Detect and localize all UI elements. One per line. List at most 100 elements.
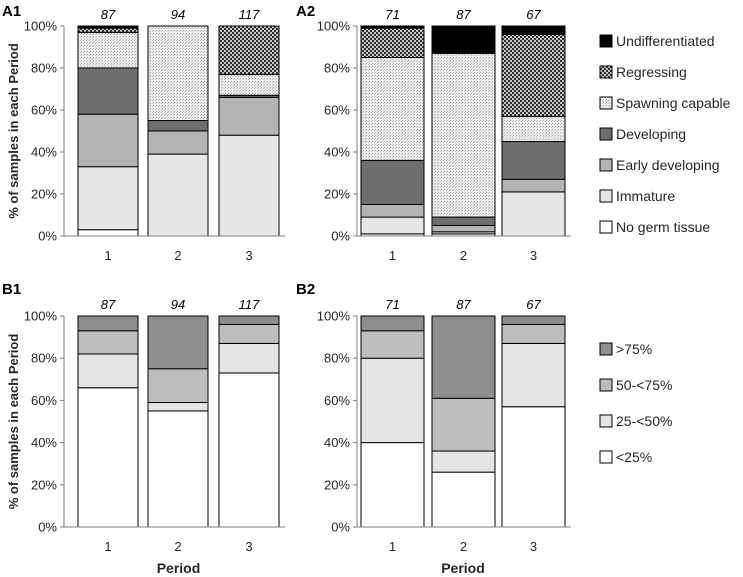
y-tick-label: 100% bbox=[24, 19, 58, 34]
legend-swatch-spawning bbox=[599, 96, 613, 110]
panel-label: B2 bbox=[296, 281, 315, 298]
y-axis-title: % of samples in each Period bbox=[6, 43, 21, 219]
bar-segment-early bbox=[77, 113, 139, 168]
y-tick-label: 80% bbox=[324, 61, 350, 76]
sample-size-label: 71 bbox=[385, 297, 399, 312]
bar-segment-developing bbox=[360, 159, 425, 205]
bar-segment-gt75 bbox=[218, 315, 280, 325]
bar-segment-lt25 bbox=[218, 372, 280, 528]
y-tick-label: 80% bbox=[31, 61, 57, 76]
x-tick-label: 3 bbox=[245, 248, 252, 263]
legend-swatch-p50to75 bbox=[599, 378, 613, 392]
legend-item: Spawning capable bbox=[599, 95, 731, 111]
legend-label: 50-<75% bbox=[616, 377, 672, 393]
x-tick-label: 2 bbox=[460, 248, 467, 263]
x-tick-label: 3 bbox=[245, 539, 252, 554]
bar-segment-p25to50 bbox=[360, 357, 425, 444]
bar-segment-immature bbox=[501, 191, 566, 237]
y-tick-label: 100% bbox=[24, 309, 58, 324]
y-tick-label: 0% bbox=[38, 520, 57, 535]
legend-item: No germ tissue bbox=[599, 219, 710, 235]
legend-label: Undifferentiated bbox=[616, 33, 715, 49]
y-tick-label: 20% bbox=[31, 477, 57, 492]
y-tick-label: 100% bbox=[317, 19, 351, 34]
panel-a1: A1 0% 20% 40% 60% 80% 100%% of samples in each… bbox=[2, 3, 285, 263]
sample-size-label: 71 bbox=[385, 7, 399, 22]
bar-segment-regressing bbox=[501, 33, 566, 117]
bar-segment-early bbox=[360, 204, 425, 218]
bar-segment-developing bbox=[77, 67, 139, 115]
sample-size-label: 87 bbox=[101, 297, 116, 312]
sample-size-label: 94 bbox=[171, 7, 185, 22]
y-tick-label: 20% bbox=[324, 187, 350, 202]
bar-segment-immature bbox=[77, 166, 139, 231]
legend-item: Early developing bbox=[599, 157, 720, 173]
bar-segment-p50to75 bbox=[501, 323, 566, 344]
bar-segment-undifferentiated bbox=[501, 25, 566, 35]
y-tick-label: 100% bbox=[317, 309, 351, 324]
bar-segment-gt75 bbox=[501, 315, 566, 325]
y-tick-label: 60% bbox=[31, 103, 57, 118]
x-tick-label: 2 bbox=[174, 248, 181, 263]
sample-size-label: 87 bbox=[456, 297, 471, 312]
y-tick-label: 20% bbox=[324, 477, 350, 492]
panel-label: A1 bbox=[2, 3, 21, 20]
legend-item: 50-<75% bbox=[599, 377, 672, 393]
y-tick-label: 60% bbox=[324, 393, 350, 408]
y-tick-label: 40% bbox=[324, 145, 350, 160]
y-tick-label: 40% bbox=[31, 145, 57, 160]
bar-segment-spawning bbox=[218, 73, 280, 96]
legend-swatch-p25to50 bbox=[599, 414, 613, 428]
panel-a2: A2 0% 20% 40% 60% 80% 100% 1 71 2 87 3 67 bbox=[296, 3, 571, 263]
bar-segment-gt75 bbox=[147, 315, 209, 370]
legend-b2: >75% 50-<75% 25-<50% <25% bbox=[599, 341, 672, 465]
bar-segment-developing bbox=[501, 141, 566, 180]
bar-segment-lt25 bbox=[77, 387, 139, 528]
y-tick-label: 80% bbox=[324, 351, 350, 366]
y-tick-label: 40% bbox=[31, 435, 57, 450]
x-tick-label: 1 bbox=[389, 248, 396, 263]
legend-item: >75% bbox=[599, 341, 652, 357]
x-tick-label: 3 bbox=[530, 539, 537, 554]
bar-segment-p25to50 bbox=[218, 342, 280, 374]
legend-label: Early developing bbox=[616, 157, 720, 173]
bar-segment-regressing bbox=[360, 27, 425, 58]
legend-item: 25-<50% bbox=[599, 413, 672, 429]
legend-label: 25-<50% bbox=[616, 413, 672, 429]
legend-swatch-immature bbox=[599, 189, 613, 203]
bar-segment-regressing bbox=[77, 27, 139, 33]
x-tick-label: 1 bbox=[389, 539, 396, 554]
bar-segment-early bbox=[147, 130, 209, 155]
legend-item: Undifferentiated bbox=[599, 33, 715, 49]
x-tick-label: 3 bbox=[530, 248, 537, 263]
legend-item: <25% bbox=[599, 449, 652, 465]
sample-size-label: 117 bbox=[239, 7, 260, 22]
y-tick-label: 20% bbox=[31, 187, 57, 202]
y-tick-label: 80% bbox=[31, 351, 57, 366]
bar-segment-p25to50 bbox=[147, 402, 209, 412]
bar-segment-lt25 bbox=[431, 471, 496, 528]
legend-label: >75% bbox=[616, 341, 652, 357]
bar-segment-early bbox=[218, 96, 280, 136]
legend-swatch-early bbox=[599, 158, 613, 172]
x-tick-label: 1 bbox=[104, 248, 111, 263]
x-axis-title: Period bbox=[441, 560, 485, 576]
legend-swatch-undifferentiated bbox=[599, 34, 613, 48]
bar-segment-p25to50 bbox=[77, 353, 139, 389]
legend-label: No germ tissue bbox=[616, 219, 710, 235]
bar-segment-spawning bbox=[147, 25, 209, 121]
sample-size-label: 87 bbox=[456, 7, 471, 22]
legend-label: <25% bbox=[616, 449, 652, 465]
legend-a2: Undifferentiated Regressing Spawning capab… bbox=[599, 33, 731, 235]
bar-segment-lt25 bbox=[360, 442, 425, 528]
bar-segment-early bbox=[501, 178, 566, 193]
bar-segment-p50to75 bbox=[218, 323, 280, 344]
y-tick-label: 0% bbox=[331, 520, 350, 535]
legend-item: Immature bbox=[599, 188, 675, 204]
sample-size-label: 67 bbox=[526, 297, 541, 312]
bar-segment-nogerm bbox=[77, 229, 139, 237]
bar-segment-p50to75 bbox=[77, 330, 139, 355]
y-tick-label: 0% bbox=[38, 229, 57, 244]
bar-segment-undifferentiated bbox=[360, 25, 425, 29]
